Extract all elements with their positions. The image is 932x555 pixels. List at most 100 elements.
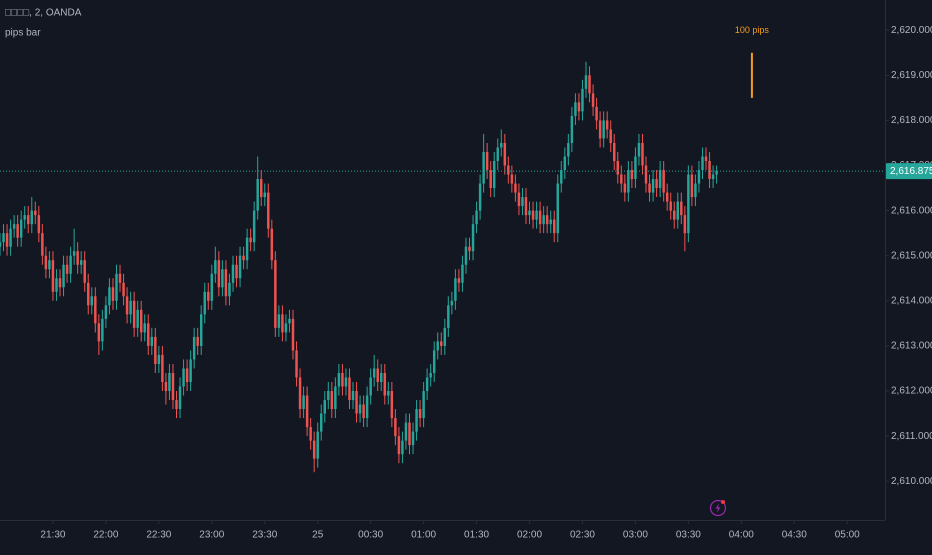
- y-tick-label: 2,620.000: [891, 25, 932, 36]
- y-tick-label: 2,616.000: [891, 205, 932, 216]
- x-tick-label: 25: [312, 530, 324, 541]
- candle-body: [616, 161, 620, 175]
- candle-body: [94, 296, 97, 324]
- candle-body: [708, 161, 711, 180]
- candle-body: [454, 278, 457, 301]
- candle-body: [256, 179, 259, 211]
- candle-body: [662, 170, 665, 193]
- candle-body: [295, 350, 298, 378]
- candle-body: [87, 282, 90, 306]
- candle-body: [115, 273, 118, 301]
- plot-area: [0, 61, 718, 473]
- candle-body: [372, 368, 376, 378]
- candle-body: [175, 400, 178, 410]
- y-tick-label: 2,619.000: [891, 70, 932, 81]
- candle-body: [330, 391, 334, 410]
- candle-body: [394, 418, 397, 437]
- candle-body: [291, 318, 295, 351]
- x-tick-label: 05:00: [835, 530, 860, 541]
- candle-body: [344, 377, 348, 387]
- candle-body: [390, 391, 394, 419]
- candle-body: [129, 300, 132, 315]
- candle-body: [655, 179, 658, 189]
- indicator-name: pips bar: [5, 28, 41, 39]
- candle-body: [178, 386, 182, 410]
- candle-body: [545, 215, 549, 225]
- candle-body: [69, 255, 72, 274]
- candle-body: [496, 147, 499, 162]
- candle-body: [164, 381, 168, 392]
- candle-body: [125, 296, 129, 315]
- candle-body: [16, 224, 19, 238]
- candle-body: [90, 296, 94, 306]
- x-tick-label: 02:00: [517, 530, 542, 541]
- y-tick-label: 2,610.000: [891, 476, 932, 487]
- candle-body: [62, 264, 65, 288]
- candle-body: [302, 395, 305, 410]
- candle-body: [401, 440, 404, 455]
- candle-body: [242, 255, 245, 261]
- x-tick-label: 00:30: [358, 530, 383, 541]
- candle-body: [58, 278, 62, 288]
- candle-body: [27, 215, 30, 225]
- candle-body: [259, 179, 263, 198]
- candle-body: [447, 305, 450, 328]
- candle-body: [556, 183, 559, 234]
- candle-body: [560, 170, 563, 184]
- candle-body: [316, 431, 319, 459]
- x-tick-label: 02:30: [570, 530, 595, 541]
- candle-body: [224, 269, 228, 297]
- candle-body: [235, 264, 238, 279]
- candle-body: [199, 314, 203, 346]
- chart-title: □□□□, 2, OANDA: [5, 8, 82, 19]
- candle-body: [605, 120, 609, 130]
- candle-body: [623, 183, 627, 193]
- candle-body: [143, 323, 146, 333]
- icon-bolt: [715, 503, 721, 513]
- candle-body: [701, 156, 704, 171]
- candle-body: [355, 391, 358, 414]
- candle-body: [492, 161, 496, 189]
- candle-body: [351, 391, 355, 401]
- candle-body: [630, 170, 634, 180]
- candle-body: [704, 156, 708, 162]
- candle-body: [383, 372, 387, 396]
- candle-body: [380, 372, 383, 382]
- candle-body: [203, 291, 206, 315]
- candle-body: [83, 260, 86, 283]
- candle-body: [101, 318, 104, 342]
- candle-body: [171, 372, 175, 401]
- candle-body: [185, 368, 189, 382]
- candle-body: [118, 273, 122, 283]
- last-price-label: 2,616.875: [890, 166, 932, 177]
- candle-body: [397, 436, 401, 455]
- alert-icon[interactable]: [709, 499, 727, 517]
- candle-body: [2, 233, 5, 243]
- candle-body: [12, 224, 16, 229]
- candle-body: [457, 278, 461, 283]
- candle-body: [584, 75, 588, 89]
- candle-body: [609, 129, 612, 143]
- candle-body: [348, 377, 351, 401]
- x-tick-label: 23:00: [199, 530, 224, 541]
- candle-body: [468, 246, 471, 252]
- candle-body: [245, 237, 249, 261]
- candle-body: [471, 224, 475, 252]
- x-tick-label: 22:00: [93, 530, 118, 541]
- candle-body: [429, 372, 432, 378]
- candle-body: [48, 260, 51, 270]
- candle-body: [154, 336, 157, 364]
- candle-body: [648, 183, 651, 193]
- candle-body: [697, 170, 701, 184]
- x-tick-label: 03:30: [676, 530, 701, 541]
- candle-body: [0, 242, 2, 247]
- candle-body: [440, 341, 443, 346]
- candle-body: [79, 260, 83, 265]
- candle-body: [136, 309, 139, 328]
- candle-body: [34, 210, 37, 216]
- candle-body: [55, 278, 58, 292]
- candle-body: [644, 165, 648, 184]
- candle-body: [298, 377, 302, 410]
- candle-body: [482, 151, 485, 184]
- candle-body: [690, 174, 694, 198]
